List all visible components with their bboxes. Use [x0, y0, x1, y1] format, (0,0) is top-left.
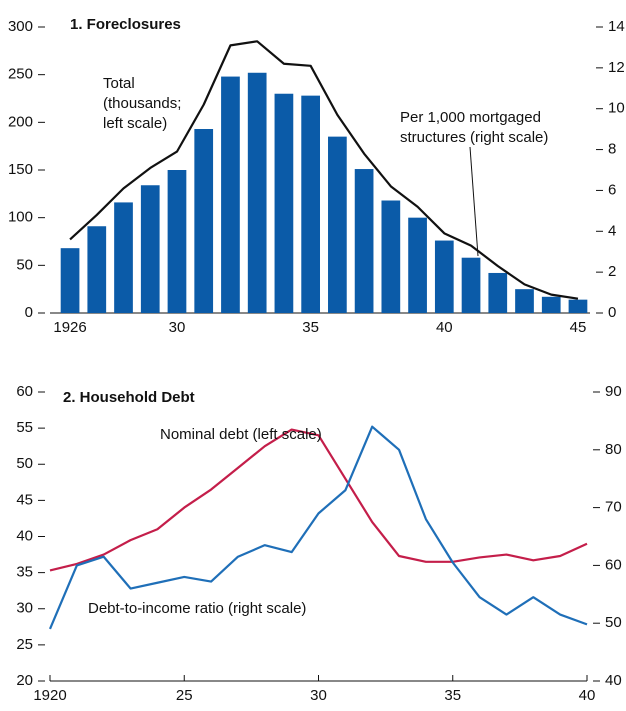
y2-tick-label: 0 — [608, 304, 616, 321]
annotation: (thousands; — [103, 95, 181, 112]
bar — [221, 76, 240, 313]
y2-tick-label: 14 — [608, 18, 625, 35]
y-tick-label: 50 — [16, 256, 33, 273]
series-label: Nominal debt (left scale) — [160, 426, 322, 443]
y2-tick-label: 6 — [608, 181, 616, 198]
y2-tick-label: 60 — [605, 556, 622, 573]
bar — [140, 185, 160, 313]
bar — [301, 95, 320, 313]
bar — [541, 296, 561, 313]
y-tick-label: 250 — [8, 66, 33, 83]
bar — [568, 299, 588, 313]
y-tick-label: 0 — [25, 304, 33, 321]
chart-title: 2. Household Debt — [63, 389, 195, 406]
leader-line — [469, 146, 479, 257]
y-tick-label: 45 — [16, 491, 33, 508]
bar — [60, 248, 80, 313]
y2-tick-label: 2 — [608, 263, 616, 280]
bar — [328, 136, 347, 313]
y-tick-label: 60 — [16, 383, 33, 400]
bar — [488, 272, 508, 313]
x-tick-label: 45 — [570, 319, 587, 336]
bar — [461, 257, 481, 313]
bar — [354, 169, 374, 313]
y-tick-label: 150 — [8, 161, 33, 178]
y-tick-label: 35 — [16, 564, 33, 581]
y2-tick-label: 40 — [605, 672, 622, 689]
y2-tick-label: 50 — [605, 614, 622, 631]
annotation: structures (right scale) — [400, 129, 548, 146]
bar — [434, 240, 454, 313]
x-tick-label: 35 — [444, 687, 461, 704]
y2-tick-label: 70 — [605, 499, 622, 516]
x-tick-label: 40 — [579, 687, 596, 704]
y-tick-label: 55 — [16, 419, 33, 436]
x-tick-label: 30 — [310, 687, 327, 704]
bar — [247, 72, 267, 313]
y2-tick-label: 10 — [608, 100, 625, 117]
x-tick-label: 35 — [302, 319, 319, 336]
y-tick-label: 30 — [16, 600, 33, 617]
series-label: Debt-to-income ratio (right scale) — [88, 600, 306, 617]
line — [49, 428, 588, 572]
y-tick-label: 40 — [16, 527, 33, 544]
bar — [381, 200, 401, 313]
bar — [194, 129, 214, 313]
bar — [87, 226, 107, 313]
chart-title: 1. Foreclosures — [70, 16, 181, 33]
x-tick-label: 1920 — [33, 687, 66, 704]
line — [69, 40, 579, 300]
annotation: Per 1,000 mortgaged — [400, 109, 541, 126]
bar — [408, 217, 427, 313]
y-tick-label: 300 — [8, 18, 33, 35]
y-tick-label: 200 — [8, 113, 33, 130]
x-tick-label: 25 — [176, 687, 193, 704]
x-tick-label: 30 — [169, 319, 186, 336]
x-tick-label: 40 — [436, 319, 453, 336]
annotation: Total — [103, 75, 135, 92]
y-tick-label: 20 — [16, 672, 33, 689]
y2-tick-label: 4 — [608, 222, 616, 239]
y2-tick-label: 90 — [605, 383, 622, 400]
x-tick-label: 1926 — [53, 319, 86, 336]
y-tick-label: 25 — [16, 636, 33, 653]
bar — [274, 93, 294, 313]
bar — [114, 202, 133, 313]
y2-tick-label: 80 — [605, 441, 622, 458]
y-tick-label: 100 — [8, 209, 33, 226]
line — [48, 425, 588, 630]
bar — [515, 289, 534, 313]
y2-tick-label: 12 — [608, 59, 625, 76]
y-tick-label: 50 — [16, 455, 33, 472]
y2-tick-label: 8 — [608, 141, 616, 158]
bar — [167, 170, 187, 313]
annotation: left scale) — [103, 115, 167, 132]
